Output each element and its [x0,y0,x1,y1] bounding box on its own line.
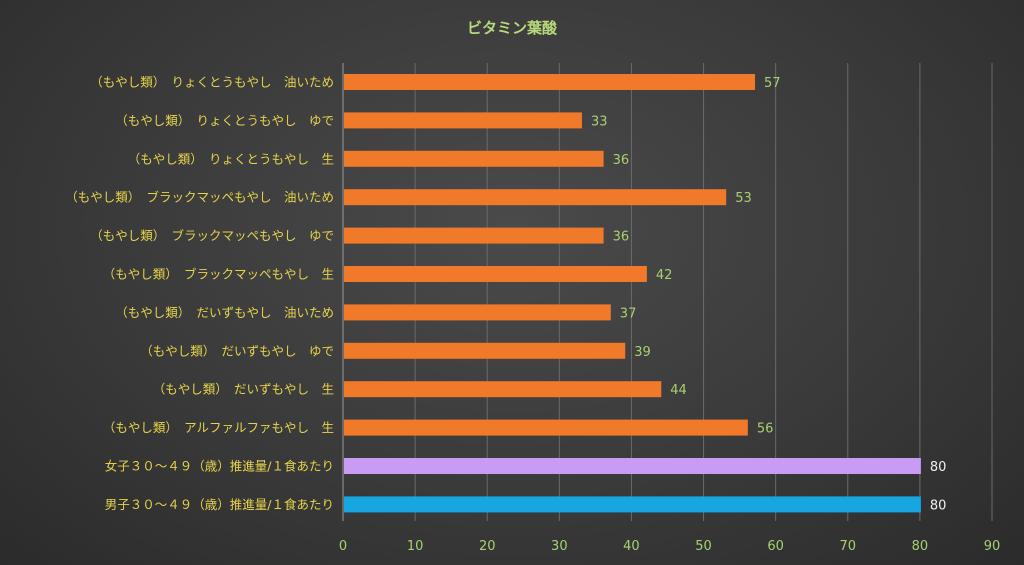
data-label: 80 [930,460,947,475]
bar [344,496,921,513]
category-label: 女子３０～４９（歳）推進量/１食あたり [105,459,334,474]
bar [344,342,626,359]
x-tick-label: 20 [479,539,496,554]
category-label: （もやし類） ブラックマッペもやし 油いため [65,190,334,205]
category-label: 男子３０～４９（歳）推進量/１食あたり [105,497,334,512]
category-label: （もやし類） ブラックマッペもやし 生 [103,267,334,282]
bar [344,112,582,129]
x-tick-label: 70 [840,539,857,554]
data-label: 57 [764,76,781,91]
bars-layer: 57 33 36 53 36 42 37 39 44 56 80 80 [344,74,946,513]
x-tick-label: 90 [984,539,1001,554]
x-tick-label: 10 [407,539,424,554]
data-label: 80 [930,498,947,513]
data-label: 39 [634,345,651,360]
data-label: 36 [613,153,630,168]
bar [344,189,727,206]
category-label: （もやし類） りょくとうもやし 油いため [90,75,334,90]
x-tick-label: 40 [623,539,640,554]
data-label: 36 [613,230,630,245]
x-tick-label: 50 [695,539,712,554]
category-labels: （もやし類） りょくとうもやし 油いため （もやし類） りょくとうもやし ゆで （も… [65,75,334,512]
bar [344,419,748,436]
bar [344,458,921,474]
bar [344,150,604,167]
data-label: 42 [656,268,673,283]
bar [344,304,611,321]
category-label: （もやし類） りょくとうもやし ゆで [115,113,334,128]
data-label: 33 [591,114,608,129]
grid-layer [342,63,993,521]
x-tick-label: 60 [767,539,784,554]
data-label: 44 [670,383,687,398]
bar [344,74,756,90]
x-tick-label: 0 [339,539,347,554]
x-axis-ticks: 0 10 20 30 40 50 60 70 80 90 [339,539,1000,554]
bar [344,266,647,282]
data-label: 56 [757,422,774,437]
data-label: 37 [620,306,637,321]
bar [344,381,662,398]
x-tick-label: 80 [912,539,929,554]
data-label: 53 [735,191,752,206]
category-label: （もやし類） だいずもやし 生 [153,382,334,397]
category-label: （もやし類） アルファルファもやし 生 [103,420,334,435]
bar [344,227,604,244]
category-label: （もやし類） だいずもやし ゆで [140,343,334,358]
category-label: （もやし類） りょくとうもやし 生 [128,151,334,166]
chart-title: ビタミン葉酸 [467,19,558,37]
x-tick-label: 30 [551,539,568,554]
category-label: （もやし類） ブラックマッペもやし ゆで [90,228,334,243]
category-label: （もやし類） だいずもやし 油いため [115,305,334,320]
